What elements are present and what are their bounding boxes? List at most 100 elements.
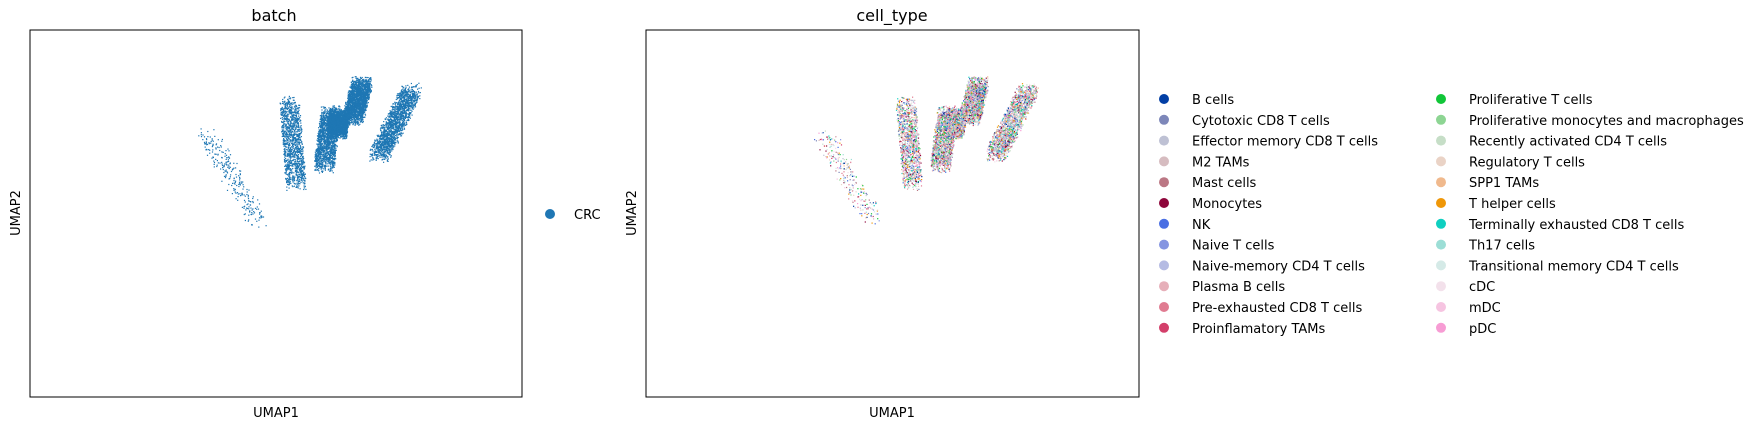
scatter-point bbox=[409, 98, 411, 100]
scatter-point bbox=[211, 138, 213, 140]
scatter-point bbox=[284, 111, 286, 113]
scatter-point bbox=[290, 182, 292, 185]
scatter-point bbox=[302, 152, 304, 154]
scatter-point bbox=[283, 132, 285, 134]
scatter-point bbox=[370, 77, 372, 79]
scatter-point bbox=[396, 118, 398, 121]
scatter-point bbox=[415, 91, 418, 93]
scatter-point bbox=[233, 182, 235, 184]
scatter-point bbox=[353, 96, 355, 98]
scatter-point bbox=[354, 76, 356, 78]
scatter-point bbox=[325, 163, 327, 165]
scatter-point bbox=[321, 167, 323, 169]
scatter-point bbox=[358, 124, 360, 126]
scatter-point bbox=[204, 143, 206, 145]
scatter-point bbox=[388, 152, 390, 154]
scatter-point bbox=[284, 151, 286, 153]
scatter-point bbox=[301, 159, 303, 162]
scatter-point bbox=[224, 177, 227, 179]
scatter-point bbox=[385, 150, 387, 152]
scatter-point bbox=[413, 107, 415, 109]
scatter-point bbox=[300, 130, 302, 132]
scatter-point bbox=[397, 141, 399, 143]
scatter-point bbox=[401, 116, 403, 118]
scatter-point bbox=[333, 105, 335, 107]
scatter-point bbox=[221, 151, 223, 153]
scatter-point bbox=[320, 135, 322, 137]
scatter-point bbox=[406, 104, 408, 107]
scatter-point bbox=[295, 128, 297, 130]
scatter-point bbox=[290, 119, 293, 121]
scatter-point bbox=[289, 134, 291, 136]
scatter-point bbox=[321, 119, 324, 121]
scatter-point bbox=[283, 97, 285, 99]
scatter-point bbox=[258, 217, 261, 219]
scatter-point bbox=[328, 113, 330, 115]
scatter-point bbox=[375, 155, 377, 157]
scatter-point bbox=[298, 130, 300, 132]
scatter-point bbox=[418, 87, 420, 89]
scatter-point bbox=[362, 88, 364, 90]
scatter-point bbox=[200, 134, 202, 136]
scatter-point bbox=[400, 100, 402, 102]
scatter-point bbox=[288, 128, 290, 130]
scatter-point bbox=[291, 109, 293, 111]
scatter-point bbox=[288, 106, 290, 108]
scatter-point bbox=[400, 113, 402, 115]
scatter-point bbox=[285, 124, 287, 126]
scatter-point bbox=[323, 164, 325, 166]
scatter-point bbox=[359, 118, 361, 120]
scatter-point bbox=[397, 126, 399, 128]
scatter-point bbox=[387, 134, 389, 136]
scatter-point bbox=[397, 140, 399, 142]
panel-title: batch bbox=[251, 6, 296, 25]
scatter-point bbox=[326, 119, 328, 121]
scatter-point bbox=[346, 120, 348, 122]
scatter-point bbox=[294, 114, 296, 116]
scatter-point bbox=[286, 180, 288, 183]
scatter-point bbox=[301, 167, 303, 169]
scatter-point bbox=[302, 165, 304, 167]
scatter-point bbox=[412, 105, 414, 107]
scatter-point bbox=[319, 118, 321, 120]
scatter-point bbox=[221, 157, 223, 159]
scatter-point bbox=[407, 97, 409, 100]
scatter-point bbox=[388, 119, 390, 121]
scatter-point bbox=[322, 159, 325, 161]
scatter-point bbox=[284, 130, 286, 132]
scatter-point bbox=[287, 151, 289, 153]
scatter-point bbox=[329, 163, 331, 165]
scatter-point bbox=[376, 134, 378, 136]
scatter-point bbox=[291, 146, 293, 148]
scatter-point bbox=[380, 129, 382, 131]
scatter-point bbox=[398, 99, 400, 101]
scatter-point bbox=[322, 152, 324, 154]
scatter-point bbox=[257, 199, 259, 201]
scatter-point bbox=[244, 205, 246, 207]
scatter-point bbox=[411, 107, 413, 109]
scatter-point bbox=[403, 125, 405, 127]
scatter-point bbox=[379, 137, 381, 139]
scatter-point bbox=[389, 154, 391, 156]
scatter-point bbox=[209, 152, 211, 154]
scatter-point bbox=[215, 147, 217, 149]
scatter-point bbox=[382, 126, 384, 128]
scatter-point bbox=[292, 181, 294, 183]
scatter-point bbox=[375, 158, 377, 160]
scatter-point bbox=[284, 148, 286, 150]
scatter-point bbox=[341, 110, 344, 112]
scatter-point bbox=[352, 105, 354, 107]
scatter-point bbox=[345, 137, 348, 139]
scatter-point bbox=[403, 105, 405, 107]
scatter-point bbox=[288, 149, 291, 151]
scatter-point bbox=[301, 169, 303, 171]
scatter-point bbox=[216, 164, 218, 166]
scatter-point bbox=[293, 175, 295, 177]
scatter-point bbox=[396, 93, 399, 95]
scatter-point bbox=[251, 212, 253, 214]
scatter-point bbox=[226, 172, 229, 174]
scatter-point bbox=[350, 84, 352, 86]
scatter-point bbox=[290, 139, 292, 141]
scatter-point bbox=[250, 207, 252, 209]
scatter-point bbox=[331, 145, 333, 147]
